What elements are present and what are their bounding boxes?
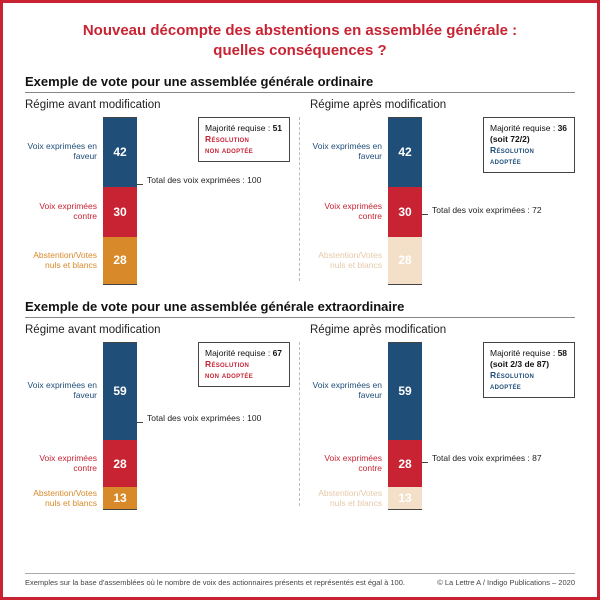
bar-segment-abstention: 13 <box>388 487 422 509</box>
category-labels: Voix exprimées en faveur Voix exprimées … <box>25 117 103 285</box>
label-abstention: Abstention/Votes nuls et blancs <box>25 237 97 284</box>
footnote: Exemples sur la base d'assemblées où le … <box>25 578 405 587</box>
panel-subtitle: Régime avant modification <box>25 99 290 111</box>
label-abstention: Abstention/Votes nuls et blancs <box>25 488 97 510</box>
resolution-line1: Résolution <box>490 370 568 381</box>
bar-segment-contre: 28 <box>103 440 137 486</box>
resolution-line1: Résolution <box>205 359 283 370</box>
info-column: Majorité requise : 58 (soit 2/3 de 87) R… <box>422 342 575 510</box>
label-faveur: Voix exprimées en faveur <box>310 342 382 441</box>
stacked-bar: 59 28 13 <box>103 342 137 510</box>
chart-panel: Régime avant modification Voix exprimées… <box>25 324 300 510</box>
resolution-line2: non adoptée <box>205 370 283 381</box>
credit: © La Lettre A / Indigo Publications – 20… <box>437 578 575 587</box>
tick-mark <box>137 184 143 185</box>
tick-mark <box>137 422 143 423</box>
majority-label: Majorité requise : 36 (soit 72/2) <box>490 123 568 145</box>
category-labels: Voix exprimées en faveur Voix exprimées … <box>310 117 388 285</box>
total-voices: Total des voix exprimées : 72 <box>432 205 542 215</box>
majority-box: Majorité requise : 67 Résolution non ado… <box>198 342 290 387</box>
main-title: Nouveau décompte des abstentions en asse… <box>25 21 575 62</box>
panel-subtitle: Régime après modification <box>310 99 575 111</box>
chart-panel: Régime avant modification Voix exprimées… <box>25 99 300 285</box>
label-faveur: Voix exprimées en faveur <box>25 342 97 441</box>
bar-segment-abstention: 28 <box>103 237 137 283</box>
resolution-line2: adoptée <box>490 381 568 392</box>
bar-segment-faveur: 42 <box>103 118 137 188</box>
info-column: Majorité requise : 67 Résolution non ado… <box>137 342 290 510</box>
panel-row: Régime avant modification Voix exprimées… <box>25 324 575 510</box>
label-abstention: Abstention/Votes nuls et blancs <box>310 237 382 284</box>
bar-segment-contre: 30 <box>388 187 422 237</box>
bar-segment-faveur: 42 <box>388 118 422 188</box>
resolution-line2: adoptée <box>490 156 568 167</box>
stacked-bar-chart: Voix exprimées en faveur Voix exprimées … <box>25 342 290 510</box>
stacked-bar-chart: Voix exprimées en faveur Voix exprimées … <box>310 117 575 285</box>
bar-segment-faveur: 59 <box>103 343 137 441</box>
panel-row: Régime avant modification Voix exprimées… <box>25 99 575 285</box>
chart-panel: Régime après modification Voix exprimées… <box>300 324 575 510</box>
category-labels: Voix exprimées en faveur Voix exprimées … <box>25 342 103 510</box>
bar-segment-contre: 30 <box>103 187 137 237</box>
resolution-line2: non adoptée <box>205 145 283 156</box>
stacked-bar-chart: Voix exprimées en faveur Voix exprimées … <box>25 117 290 285</box>
majority-label: Majorité requise : 51 <box>205 123 283 134</box>
label-abstention: Abstention/Votes nuls et blancs <box>310 488 382 510</box>
majority-box: Majorité requise : 58 (soit 2/3 de 87) R… <box>483 342 575 398</box>
tick-mark <box>422 214 428 215</box>
panel-subtitle: Régime avant modification <box>25 324 290 336</box>
infographic-frame: Nouveau décompte des abstentions en asse… <box>0 0 600 600</box>
resolution-line1: Résolution <box>490 145 568 156</box>
stacked-bar: 59 28 13 <box>388 342 422 510</box>
bar-segment-faveur: 59 <box>388 343 422 441</box>
majority-box: Majorité requise : 51 Résolution non ado… <box>198 117 290 162</box>
section-heading: Exemple de vote pour une assemblée génér… <box>25 299 575 318</box>
majority-box: Majorité requise : 36 (soit 72/2) Résolu… <box>483 117 575 173</box>
majority-label: Majorité requise : 67 <box>205 348 283 359</box>
label-contre: Voix exprimées contre <box>25 441 97 488</box>
footer: Exemples sur la base d'assemblées où le … <box>25 573 575 587</box>
section-heading: Exemple de vote pour une assemblée génér… <box>25 74 575 93</box>
tick-mark <box>422 462 428 463</box>
panel-subtitle: Régime après modification <box>310 324 575 336</box>
label-contre: Voix exprimées contre <box>310 187 382 237</box>
total-voices: Total des voix exprimées : 87 <box>432 453 542 463</box>
title-line-2: quelles conséquences ? <box>213 42 386 59</box>
resolution-line1: Résolution <box>205 134 283 145</box>
total-voices: Total des voix exprimées : 100 <box>147 175 261 185</box>
bar-segment-contre: 28 <box>388 440 422 486</box>
bar-segment-abstention: 13 <box>103 487 137 509</box>
stacked-bar: 42 30 28 <box>103 117 137 285</box>
info-column: Majorité requise : 36 (soit 72/2) Résolu… <box>422 117 575 285</box>
total-voices: Total des voix exprimées : 100 <box>147 413 261 423</box>
stacked-bar-chart: Voix exprimées en faveur Voix exprimées … <box>310 342 575 510</box>
label-faveur: Voix exprimées en faveur <box>25 117 97 188</box>
title-line-1: Nouveau décompte des abstentions en asse… <box>83 22 517 39</box>
label-contre: Voix exprimées contre <box>310 441 382 488</box>
bar-segment-abstention: 28 <box>388 237 422 283</box>
info-column: Majorité requise : 51 Résolution non ado… <box>137 117 290 285</box>
label-contre: Voix exprimées contre <box>25 187 97 237</box>
majority-label: Majorité requise : 58 (soit 2/3 de 87) <box>490 348 568 370</box>
category-labels: Voix exprimées en faveur Voix exprimées … <box>310 342 388 510</box>
chart-panel: Régime après modification Voix exprimées… <box>300 99 575 285</box>
stacked-bar: 42 30 28 <box>388 117 422 285</box>
label-faveur: Voix exprimées en faveur <box>310 117 382 188</box>
